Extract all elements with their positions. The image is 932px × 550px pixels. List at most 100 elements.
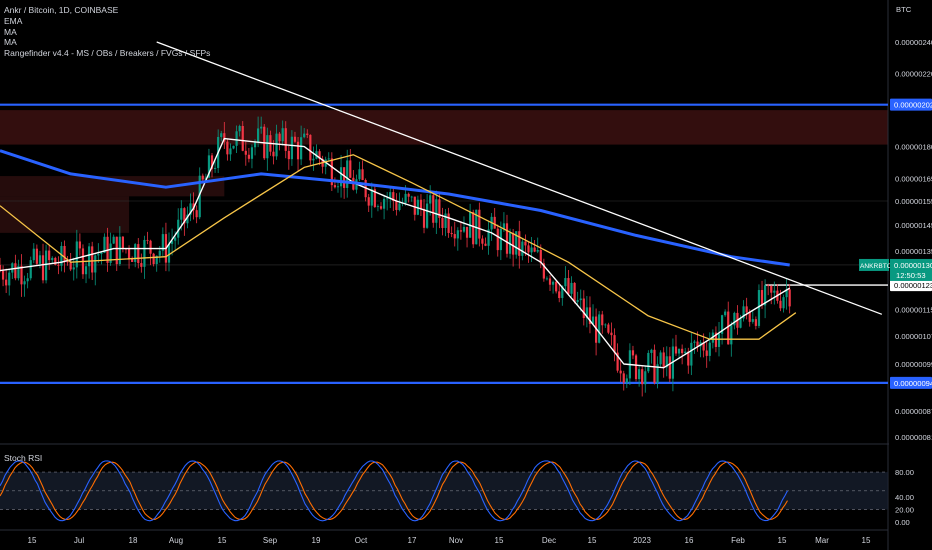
candle-body <box>665 356 668 368</box>
candle-body <box>530 247 533 253</box>
candle-body <box>183 208 186 224</box>
candle-body <box>161 234 164 251</box>
candle-body <box>379 206 383 209</box>
candle-body <box>441 217 444 228</box>
candle-body <box>137 244 140 264</box>
currency-label: BTC <box>896 5 912 14</box>
symbol-tag <box>859 258 889 271</box>
candle-body <box>684 351 687 354</box>
candle-body <box>594 316 598 343</box>
candle-body <box>312 158 315 161</box>
candle-body <box>152 253 155 265</box>
candle-body <box>0 264 2 271</box>
candle-body <box>29 260 32 279</box>
date-tick-label: 18 <box>129 536 138 545</box>
candle-body <box>724 311 727 316</box>
indicator-ma[interactable]: MA <box>4 26 17 37</box>
candle-body <box>241 126 244 151</box>
candle-body <box>370 189 373 206</box>
date-tick-label: 19 <box>312 536 321 545</box>
candle-body <box>72 267 75 270</box>
candle-body <box>226 141 229 155</box>
candle-body <box>213 167 217 169</box>
date-axis[interactable]: 15 Jul 18 Aug 15 Sep 19 Oct 17 Nov 15 Dec 15 2023 16 Fe… <box>0 529 888 545</box>
candle-body <box>404 193 407 204</box>
candle-body <box>361 169 364 180</box>
candle-body <box>23 281 26 285</box>
date-tick-label: 17 <box>408 536 417 545</box>
candle-body <box>727 311 730 345</box>
candle-body <box>389 192 392 199</box>
candle-body <box>186 214 189 224</box>
candle-body <box>702 342 705 351</box>
candle-body <box>748 312 751 322</box>
date-tick-label: 2023 <box>633 536 651 545</box>
series-line <box>0 154 797 340</box>
current-price-text: 0.00000130 <box>894 261 932 270</box>
candle-body <box>189 203 192 215</box>
candle-body <box>392 192 395 201</box>
candle-body <box>204 177 207 180</box>
trendline[interactable] <box>156 41 883 315</box>
indicator-ma-2[interactable]: MA <box>4 37 17 48</box>
candle-body <box>330 158 333 186</box>
candle-body <box>232 145 235 149</box>
candle-body <box>453 234 456 239</box>
candle-body <box>207 155 211 178</box>
candle-body <box>730 325 733 345</box>
candle-body <box>644 371 647 385</box>
candle-body <box>542 263 545 279</box>
candle-body <box>576 300 579 302</box>
candle-body <box>690 342 693 366</box>
symbol-title[interactable]: Ankr / Bitcoin, 1D, COINBASE <box>4 5 119 15</box>
price-label-text: 0.00000202 <box>894 101 932 110</box>
candle-body <box>515 231 518 255</box>
candle-body <box>318 151 321 159</box>
candle-body <box>229 148 232 155</box>
candle-body <box>272 151 275 157</box>
candle-body <box>548 278 552 285</box>
indicator-rangefinder[interactable]: Rangefinder v4.4 - MS / OBs / Breakers /… <box>4 48 211 59</box>
candle-body <box>647 352 650 372</box>
date-tick-label: 15 <box>588 536 597 545</box>
series-line <box>0 137 791 369</box>
price-axis[interactable]: BTC 0.00000240 0.00000220 0.00000180 0.00000… <box>859 0 932 550</box>
rsi-k-line <box>0 460 788 522</box>
candle-body <box>432 195 435 223</box>
price-tick-label: 0.00000081 <box>895 433 932 442</box>
candle-body <box>717 333 721 347</box>
candle-body <box>327 158 330 160</box>
candle-body <box>118 236 121 265</box>
candle-body <box>1 270 5 280</box>
candle-body <box>410 196 413 198</box>
candle-body <box>306 133 309 135</box>
date-tick-label: Dec <box>542 536 556 545</box>
candle-body <box>395 200 398 210</box>
candle-body <box>373 189 376 207</box>
candle-body <box>573 282 576 302</box>
candle-body <box>610 332 613 336</box>
candle-body <box>668 356 671 379</box>
candle-body <box>585 307 588 319</box>
candle-body <box>266 135 269 159</box>
candle-body <box>84 266 88 275</box>
candle-body <box>35 248 38 264</box>
candle-body <box>773 290 776 293</box>
candle-body <box>170 240 174 244</box>
candle-body <box>733 312 736 326</box>
date-tick-label: 15 <box>862 536 871 545</box>
candle-body <box>97 254 100 256</box>
candle-body <box>757 290 761 326</box>
price-label-tag <box>890 376 932 389</box>
indicator-ema[interactable]: EMA <box>4 15 23 26</box>
price-tick-label: 0.00000115 <box>895 306 932 315</box>
candle-body <box>309 134 312 161</box>
stoch-rsi-title[interactable]: Stoch RSI <box>4 453 43 463</box>
date-tick-label: 15 <box>495 536 504 545</box>
rsi-tick-label: 80.00 <box>895 468 914 477</box>
rsi-d-line <box>0 461 788 521</box>
price-tick-label: 0.00000145 <box>895 221 932 230</box>
candle-body <box>386 198 389 200</box>
candle-body <box>195 210 198 218</box>
